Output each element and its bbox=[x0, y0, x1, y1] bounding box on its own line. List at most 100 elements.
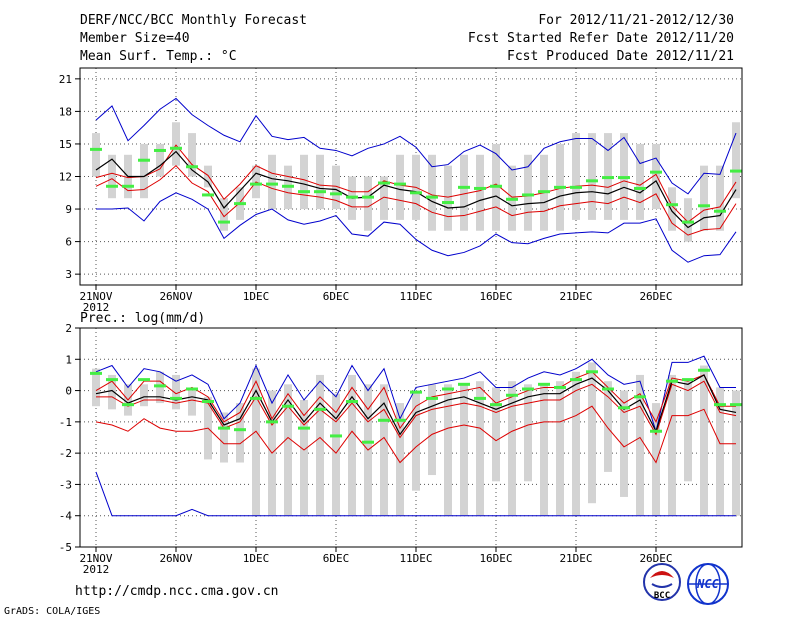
climatology-marker bbox=[170, 146, 182, 150]
climatology-marker bbox=[714, 209, 726, 213]
spread-box bbox=[556, 381, 564, 516]
spread-box bbox=[604, 381, 612, 472]
climatology-marker bbox=[234, 428, 246, 432]
climatology-marker bbox=[362, 440, 374, 444]
spread-box bbox=[636, 143, 644, 220]
spread-box bbox=[172, 374, 180, 410]
climatology-marker bbox=[410, 191, 422, 195]
spread-box bbox=[732, 390, 740, 516]
spread-box bbox=[220, 412, 228, 463]
y-tick-label: 15 bbox=[59, 138, 72, 151]
climatology-marker bbox=[378, 418, 390, 422]
climatology-marker bbox=[474, 396, 486, 400]
forecast-period-label: For 2012/11/21-2012/12/30 bbox=[538, 13, 734, 28]
spread-box bbox=[236, 403, 244, 463]
y-tick-label: 21 bbox=[59, 73, 72, 86]
climatology-marker bbox=[154, 148, 166, 152]
climatology-marker bbox=[346, 400, 358, 404]
x-tick-label: 11DEC bbox=[399, 552, 432, 565]
climatology-marker bbox=[218, 220, 230, 224]
climatology-marker bbox=[730, 403, 742, 407]
series-line-max bbox=[95, 97, 737, 195]
climatology-marker bbox=[570, 378, 582, 382]
climatology-marker bbox=[314, 190, 326, 194]
climatology-marker bbox=[250, 182, 262, 186]
y-tick-label: 12 bbox=[59, 171, 72, 184]
series-line-min bbox=[96, 192, 737, 263]
climatology-marker bbox=[330, 434, 342, 438]
y-tick-label: 3 bbox=[65, 268, 72, 281]
climatology-marker bbox=[714, 403, 726, 407]
climatology-marker bbox=[538, 382, 550, 386]
spread-box bbox=[140, 384, 148, 407]
spread-box bbox=[732, 122, 740, 199]
spread-box bbox=[716, 165, 724, 231]
x-tick-sublabel: 2012 bbox=[83, 563, 110, 576]
spread-box bbox=[428, 154, 436, 231]
spread-box bbox=[188, 133, 196, 177]
spread-box bbox=[684, 381, 692, 482]
x-tick-label: 26DEC bbox=[639, 552, 672, 565]
series-line-lower bbox=[95, 164, 737, 236]
climatology-marker bbox=[586, 370, 598, 374]
spread-box bbox=[620, 390, 628, 497]
spread-box bbox=[332, 165, 340, 210]
climatology-marker bbox=[554, 185, 566, 189]
climatology-marker bbox=[442, 387, 454, 391]
climatology-marker bbox=[554, 385, 566, 389]
climatology-marker bbox=[602, 387, 614, 391]
spread-box bbox=[108, 374, 116, 410]
spread-box bbox=[156, 371, 164, 404]
series-line-upper bbox=[95, 144, 737, 223]
spread-box bbox=[300, 154, 308, 210]
spread-box bbox=[188, 390, 196, 416]
ncc-logo-text: NCC bbox=[696, 577, 719, 591]
y-tick-label: 0 bbox=[65, 385, 72, 398]
x-tick-label: 6DEC bbox=[323, 290, 350, 303]
climatology-marker bbox=[410, 390, 422, 394]
climatology-marker bbox=[314, 407, 326, 411]
spread-box bbox=[572, 133, 580, 220]
climatology-marker bbox=[506, 197, 518, 201]
spread-box bbox=[172, 122, 180, 166]
climatology-marker bbox=[474, 186, 486, 190]
climatology-marker bbox=[426, 195, 438, 199]
spread-box bbox=[492, 387, 500, 482]
climatology-marker bbox=[394, 182, 406, 186]
series-line-min bbox=[95, 471, 736, 517]
climatology-marker bbox=[330, 192, 342, 196]
produced-date-label: Fcst Produced Date 2012/11/21 bbox=[507, 49, 734, 64]
climatology-marker bbox=[346, 195, 358, 199]
climatology-marker bbox=[490, 403, 502, 407]
climatology-marker bbox=[682, 378, 694, 382]
spread-box bbox=[700, 165, 708, 231]
climatology-marker bbox=[106, 378, 118, 382]
climatology-marker bbox=[138, 158, 150, 162]
spread-box bbox=[652, 143, 660, 210]
bcc-logo: BCC bbox=[643, 563, 681, 601]
climatology-marker bbox=[650, 429, 662, 433]
spread-box bbox=[316, 154, 324, 210]
climatology-marker bbox=[522, 387, 534, 391]
spread-box bbox=[588, 362, 596, 504]
climatology-marker bbox=[602, 176, 614, 180]
climatology-marker bbox=[538, 190, 550, 194]
spread-box bbox=[588, 133, 596, 220]
chart-title: DERF/NCC/BCC Monthly Forecast bbox=[80, 13, 307, 28]
series-line-p10 bbox=[95, 405, 736, 464]
spread-box bbox=[428, 384, 436, 476]
y-tick-label: 2 bbox=[65, 322, 72, 335]
climatology-marker bbox=[666, 203, 678, 207]
x-tick-label: 26NOV bbox=[159, 290, 192, 303]
spread-box bbox=[460, 384, 468, 516]
spread-box bbox=[524, 154, 532, 231]
y-tick-label: -3 bbox=[59, 478, 72, 491]
climatology-marker bbox=[122, 403, 134, 407]
climatology-marker bbox=[698, 204, 710, 208]
spread-box bbox=[108, 154, 116, 199]
spread-box bbox=[300, 399, 308, 516]
climatology-marker bbox=[90, 147, 102, 151]
climatology-marker bbox=[458, 185, 470, 189]
y-tick-label: 1 bbox=[65, 353, 72, 366]
